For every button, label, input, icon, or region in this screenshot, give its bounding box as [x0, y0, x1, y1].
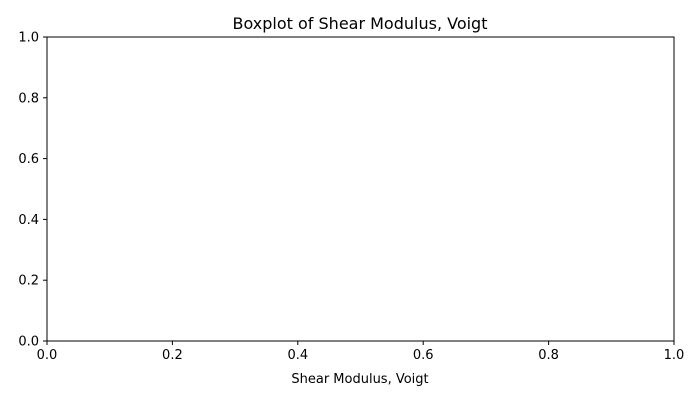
y-tick-label: 0.4 — [18, 213, 39, 228]
y-tick-label: 1.0 — [18, 31, 39, 46]
y-axis: 0.0 0.2 0.4 0.6 0.8 1.0 — [18, 31, 47, 350]
x-tick-label: 1.0 — [664, 348, 685, 363]
x-axis-label: Shear Modulus, Voigt — [291, 372, 428, 387]
x-tick-label: 0.2 — [162, 348, 183, 363]
x-axis: 0.0 0.2 0.4 0.6 0.8 1.0 — [37, 341, 685, 363]
y-tick-label: 0.6 — [18, 152, 39, 167]
x-tick-label: 0.4 — [287, 348, 308, 363]
plot-area-frame — [46, 36, 675, 342]
x-tick-label: 0.8 — [538, 348, 559, 363]
y-tick-label: 0.8 — [18, 91, 39, 106]
y-tick-label: 0.0 — [18, 335, 39, 350]
x-tick-label: 0.6 — [413, 348, 434, 363]
x-tick-label: 0.0 — [37, 348, 58, 363]
y-tick-label: 0.2 — [18, 274, 39, 289]
chart-title: Boxplot of Shear Modulus, Voigt — [233, 14, 488, 33]
